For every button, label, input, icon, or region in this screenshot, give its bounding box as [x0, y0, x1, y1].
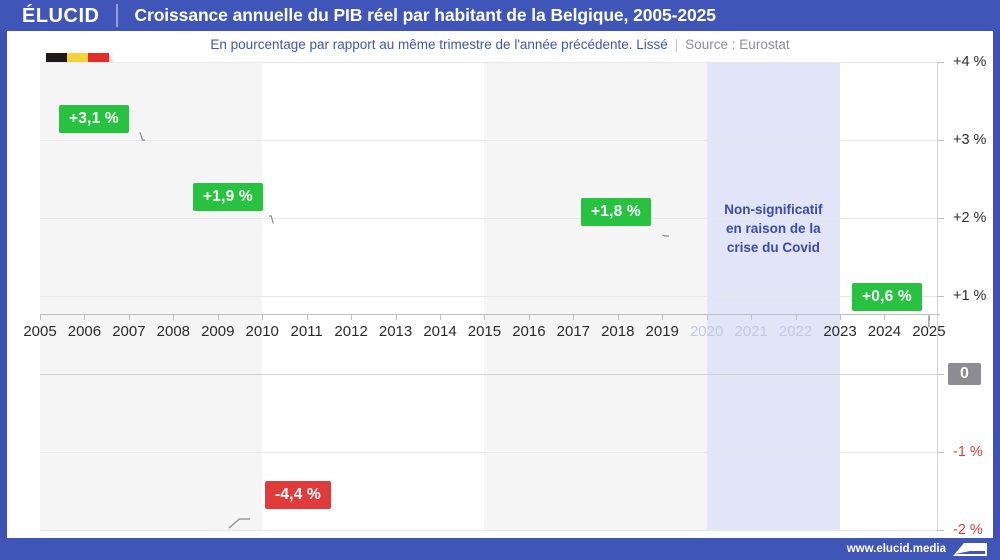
x-axis-label: 2006 — [67, 323, 102, 340]
gridline — [40, 62, 940, 63]
gridline — [40, 374, 940, 375]
page-title: Croissance annuelle du PIB réel par habi… — [134, 5, 716, 25]
zero-badge: 0 — [948, 363, 981, 385]
annotation-badge: +1,8 % — [581, 198, 651, 226]
gridline — [40, 218, 940, 219]
x-axis-label: 2017 — [556, 323, 591, 340]
x-axis-label: 2009 — [201, 323, 235, 340]
x-axis-label: 2019 — [645, 323, 679, 340]
x-axis-tick — [128, 314, 130, 320]
covid-note-line: crise du Covid — [726, 240, 820, 256]
x-axis-label: 2005 — [23, 323, 57, 340]
x-axis-tick — [351, 314, 353, 320]
x-axis-tick — [40, 314, 41, 320]
annotation-badge: +0,6 % — [852, 283, 922, 311]
x-axis-label: 2025 — [912, 323, 946, 340]
x-axis-label: 2013 — [378, 323, 413, 340]
y-axis-tick — [937, 374, 944, 375]
x-axis-label: 2020 — [689, 323, 724, 340]
header-bar: ÉLUCID Croissance annuelle du PIB réel p… — [0, 0, 1000, 31]
x-axis-label: 2024 — [867, 323, 902, 340]
x-axis-tick — [306, 314, 308, 320]
annotation-badge: +3,1 % — [59, 105, 129, 133]
x-axis-tick — [751, 314, 753, 320]
covid-note-line: en raison de la — [726, 221, 821, 237]
subtitle-separator: | — [674, 36, 679, 52]
elucid-logo: ÉLUCID — [22, 4, 100, 27]
x-axis-tick — [173, 314, 175, 320]
x-axis-line — [40, 314, 940, 315]
footer-bar: www.elucid.media — [0, 538, 1000, 560]
annotation-leader-line — [139, 132, 145, 141]
x-axis-tick — [217, 314, 219, 320]
covid-note: Non-significatif en raison de la crise du … — [683, 200, 863, 257]
x-axis-label: 2012 — [334, 323, 368, 340]
annotation-badge: +1,9 % — [193, 183, 263, 211]
x-axis-tick — [706, 314, 708, 320]
y-axis-label: +3 % — [953, 132, 987, 148]
x-axis-tick — [840, 314, 841, 320]
y-axis-label: +1 % — [953, 288, 987, 304]
elucid-arrow-icon — [953, 542, 987, 556]
x-axis-label: 2022 — [778, 323, 813, 340]
website-label: www.elucid.media — [846, 543, 946, 555]
x-axis-label: 2010 — [245, 323, 279, 340]
header-divider — [116, 4, 119, 27]
subtitle-text: En pourcentage par rapport au même trime… — [210, 36, 668, 52]
y-axis-label: -1 % — [953, 444, 983, 460]
covid-note-line: Non-significatif — [724, 202, 823, 217]
x-axis-label: 2008 — [156, 323, 191, 340]
y-axis-tick — [937, 140, 944, 141]
y-axis-label: +4 % — [953, 54, 987, 70]
x-axis-label: 2021 — [734, 323, 768, 340]
x-axis-label: 2007 — [112, 323, 146, 340]
gridline — [40, 530, 940, 531]
annotation-leader-line — [269, 215, 274, 224]
y-axis-tick — [937, 218, 944, 219]
subtitle-row: En pourcentage par rapport au même trime… — [7, 31, 993, 57]
gridline — [40, 452, 940, 453]
x-axis-label: 2016 — [512, 323, 546, 340]
x-axis-label: 2011 — [290, 323, 323, 340]
annotation-leader-line — [662, 234, 669, 237]
x-axis-label: 2015 — [467, 323, 502, 340]
x-axis-tick — [440, 314, 441, 320]
x-axis-tick — [395, 314, 397, 320]
gridline — [40, 140, 940, 141]
x-axis-tick — [262, 314, 264, 320]
x-axis-tick — [84, 314, 86, 320]
x-axis-label: 2014 — [423, 323, 457, 340]
y-axis-tick — [937, 62, 944, 63]
x-axis-label: 2018 — [601, 323, 635, 340]
x-axis-tick — [528, 314, 530, 320]
x-axis-tick — [617, 314, 619, 320]
x-axis-tick — [573, 314, 575, 320]
x-axis-label: 2023 — [823, 323, 857, 340]
y-axis-tick — [937, 452, 944, 453]
plot-area: 2005 2006 2007 2008 2009 2010 2011 2012 2013 2014… — [23, 62, 946, 531]
annotation-badge: -4,4 % — [265, 481, 331, 509]
y-axis-label: +2 % — [953, 210, 987, 226]
x-axis-tick — [662, 314, 664, 320]
gridline — [40, 296, 940, 297]
x-axis-tick — [884, 314, 886, 320]
y-axis-line — [937, 62, 938, 530]
y-axis-tick — [937, 530, 944, 531]
x-axis-tick — [795, 314, 797, 320]
y-axis-tick — [937, 296, 944, 297]
annotation-leader-line — [228, 518, 250, 529]
y-axis-label: -2 % — [953, 522, 983, 538]
source-text: Source : Eurostat — [685, 36, 790, 52]
x-axis-tick — [484, 314, 486, 320]
